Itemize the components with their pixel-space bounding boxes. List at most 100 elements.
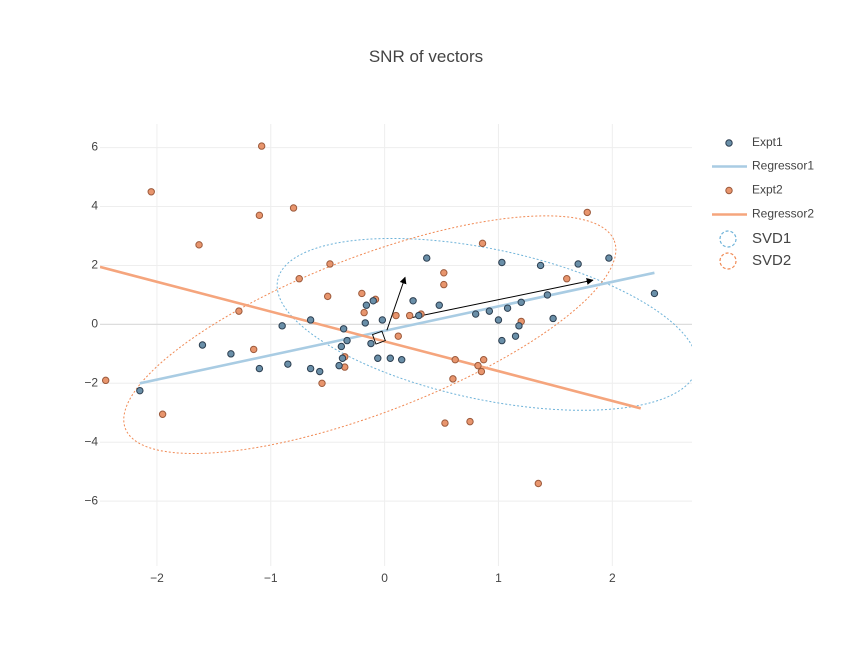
vector-arrow-1 (407, 278, 594, 319)
legend-label: SVD2 (752, 252, 791, 269)
expt2-point (466, 417, 474, 426)
expt1-point (511, 332, 520, 340)
svd-ellipses (123, 215, 692, 455)
expt2-point (323, 292, 332, 301)
expt2-point (440, 269, 448, 277)
regressor2-line (100, 265, 642, 410)
expt2-point (534, 479, 543, 488)
expt1-point (378, 316, 387, 324)
legend-item-regressor1[interactable]: Regressor1 (712, 159, 814, 173)
expt1-point (517, 298, 525, 306)
expt1-point (409, 297, 417, 305)
legend-label: SVD1 (752, 230, 791, 247)
legend-ellipse-swatch (719, 230, 737, 248)
x-tick-label: −1 (264, 571, 278, 585)
expt1-point (306, 364, 315, 373)
expt2-point (440, 280, 448, 289)
legend-label: Regressor1 (752, 159, 814, 173)
legend-item-expt1[interactable]: Expt1 (725, 135, 783, 149)
expt2-point (451, 356, 459, 364)
expt2-point (295, 275, 303, 283)
legend-item-regressor2[interactable]: Regressor2 (712, 207, 814, 221)
legend-item-expt2[interactable]: Expt2 (725, 183, 783, 197)
grid-layer (100, 124, 692, 566)
expt1-point (650, 289, 659, 298)
expt1-point (362, 301, 371, 309)
expt2-point (405, 311, 414, 320)
expt2-point (249, 345, 258, 354)
expt1-point (494, 316, 503, 324)
expt1-point (498, 258, 506, 267)
legend-marker-swatch (725, 139, 733, 147)
expt2-point (147, 188, 155, 196)
expt2-point (158, 410, 167, 418)
legend-item-svd1[interactable]: SVD1 (719, 230, 791, 248)
x-tick-label: 2 (609, 571, 616, 585)
expt1-point (316, 367, 324, 376)
expt1-point (549, 314, 557, 323)
expt2-point (289, 204, 298, 212)
expt1-point (543, 291, 552, 299)
expt1-point (485, 307, 494, 315)
expt2-point (360, 308, 368, 317)
right-angle-marker (371, 330, 386, 345)
expt1-point (278, 322, 286, 330)
expt2-point (195, 241, 203, 249)
expt1-point (515, 322, 523, 330)
expt1-point (343, 336, 351, 345)
y-tick-label: 4 (91, 199, 98, 213)
legend-item-svd2[interactable]: SVD2 (719, 252, 791, 270)
expt1-point (335, 361, 343, 370)
legend-ellipse-swatch (719, 252, 737, 270)
y-tick-label: −6 (84, 493, 98, 507)
expt2-point (441, 419, 449, 427)
expt1-point (369, 297, 377, 305)
expt1-point (306, 316, 315, 324)
y-tick-label: −4 (84, 434, 98, 448)
expt1-point (367, 339, 375, 348)
data-markers (101, 142, 659, 488)
legend[interactable]: Expt1 Regressor1 Expt2 Regressor2 SVD1 SVD2 (712, 135, 814, 270)
svd2-ellipse (123, 215, 617, 455)
expt2-point (563, 275, 571, 283)
legend-label: Expt1 (752, 135, 783, 149)
expt1-point (423, 254, 431, 262)
chart-title: SNR of vectors (369, 47, 483, 66)
expt1-point (198, 341, 207, 349)
expt1-point (415, 311, 423, 320)
y-tick-label: 0 (91, 317, 98, 331)
expt1-point (136, 386, 144, 395)
expt1-point (605, 254, 613, 262)
expt2-point (474, 361, 482, 370)
expt2-point (477, 367, 486, 376)
expt1-point (471, 310, 480, 318)
expt1-point (361, 319, 369, 327)
expt1-point (255, 364, 264, 373)
expt2-point (392, 311, 400, 320)
x-tick-label: 0 (381, 571, 388, 585)
svd1-ellipse (276, 237, 692, 411)
expt1-point (339, 325, 348, 333)
legend-label: Regressor2 (752, 207, 814, 221)
expt1-point (435, 301, 443, 309)
expt1-point (574, 260, 582, 268)
expt1-point (227, 350, 235, 358)
x-tick-label: 1 (495, 571, 502, 585)
expt1-point (337, 342, 346, 351)
legend-label: Expt2 (752, 183, 783, 197)
expt2-point (583, 208, 591, 217)
expt2-point (479, 356, 488, 364)
expt1-point (397, 356, 406, 364)
expt1-point (498, 336, 506, 345)
expt2-point (235, 307, 243, 315)
expt2-point (257, 142, 266, 150)
expt2-point (449, 375, 457, 383)
vector-arrow-2 (386, 276, 407, 331)
x-tick-label: −2 (150, 571, 164, 585)
y-tick-label: −2 (84, 375, 98, 389)
regression-lines (100, 265, 655, 410)
expt2-point (358, 289, 366, 298)
y-tick-label: 6 (91, 140, 98, 154)
